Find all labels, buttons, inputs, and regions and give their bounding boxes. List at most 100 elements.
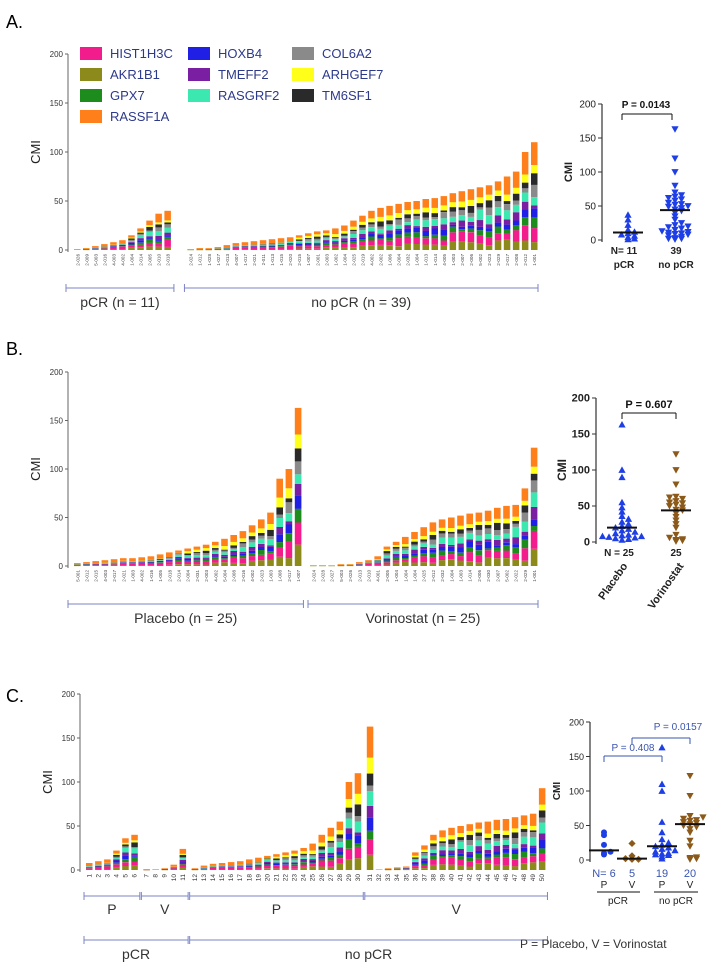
bar-segment-gpx7 [438, 550, 446, 556]
bar-segment-arhgef7 [314, 234, 321, 237]
bar-segment-rassf1a [305, 233, 312, 236]
bar-segment-col6a2 [457, 840, 464, 842]
bar-segment-akr1b1 [336, 863, 344, 870]
sample-label: 4-001 [376, 570, 381, 582]
bar-segment-tm6sf1 [212, 548, 219, 550]
y-tick-label: 50 [578, 501, 590, 513]
bar-segment-hist1h3c [512, 553, 519, 560]
bar-segment-rassf1a [422, 199, 429, 208]
data-point [618, 473, 626, 481]
bar-segment-hoxb4 [122, 855, 129, 860]
bar-segment-tmeff2 [457, 543, 464, 548]
bar-segment-col6a2 [530, 480, 538, 493]
bar-segment-akr1b1 [350, 247, 357, 250]
bar-segment-rassf1a [147, 556, 155, 560]
bar-segment-rassf1a [384, 868, 392, 869]
sample-label: 31 [367, 874, 374, 882]
bar-segment-hist1h3c [346, 565, 354, 566]
sample-label: 2-017 [287, 570, 292, 582]
data-point [677, 233, 686, 241]
bar-segment-gpx7 [345, 839, 353, 849]
bar-segment-hoxb4 [529, 847, 537, 854]
sample-label: 2-021 [121, 570, 126, 582]
data-point [692, 854, 701, 861]
bar-segment-col6a2 [431, 217, 438, 220]
data-point [672, 521, 680, 528]
bar-segment-gpx7 [305, 245, 312, 247]
bar-segment-gpx7 [276, 542, 283, 548]
bar-segment-hist1h3c [448, 857, 455, 865]
bar-segment-akr1b1 [529, 862, 537, 870]
bar-segment-gpx7 [255, 865, 262, 867]
bar-segment-col6a2 [484, 528, 492, 534]
bar-segment-tmeff2 [137, 238, 144, 241]
bar-segment-tmeff2 [420, 546, 427, 550]
bar-segment-hist1h3c [104, 866, 111, 870]
bar-segment-tm6sf1 [193, 552, 201, 554]
x-category-label: Placebo [596, 561, 630, 603]
data-point [671, 169, 679, 176]
bar-segment-rassf1a [286, 237, 294, 242]
bar-segment-rassf1a [383, 546, 391, 550]
bar-segment-hoxb4 [248, 550, 256, 553]
bar-segment-tm6sf1 [276, 507, 283, 515]
data-point [664, 199, 673, 207]
bar-segment-rasgrf2 [276, 518, 283, 527]
bar-segment-tmeff2 [128, 242, 135, 243]
bar-segment-rassf1a [395, 203, 402, 213]
bar-segment-gpx7 [268, 246, 276, 247]
sample-label: 32 [376, 874, 383, 882]
bar-segment-akr1b1 [422, 244, 429, 250]
bar-segment-hist1h3c [95, 866, 102, 870]
bar-segment-rasgrf2 [309, 856, 316, 860]
data-point [658, 835, 666, 843]
sample-label: 2-014 [177, 570, 182, 582]
bar-segment-rassf1a [95, 861, 102, 864]
y-tick-label: 150 [62, 734, 76, 743]
sample-label: 2-032 [440, 570, 445, 582]
bar-segment-arhgef7 [221, 546, 228, 550]
data-point [677, 205, 686, 212]
bar-segment-rassf1a [365, 560, 372, 563]
bar-segment-tm6sf1 [412, 857, 419, 859]
bar-segment-rassf1a [268, 239, 276, 244]
sample-label: 21 [274, 874, 281, 882]
bar-segment-hoxb4 [421, 860, 428, 864]
bar-segment-arhgef7 [239, 538, 247, 542]
bar-segment-rassf1a [467, 189, 475, 200]
bar-segment-gpx7 [377, 238, 384, 240]
bar-segment-rassf1a [345, 782, 353, 799]
bar-segment-hist1h3c [520, 857, 528, 864]
p-value: P = 0.0157 [654, 722, 703, 733]
bar-segment-rasgrf2 [354, 821, 362, 833]
bar-segment-gpx7 [466, 547, 473, 553]
bar-segment-tm6sf1 [202, 550, 210, 554]
bar-segment-rasgrf2 [277, 243, 285, 245]
bar-segment-rasgrf2 [184, 555, 191, 558]
bar-segment-rassf1a [484, 821, 492, 834]
bar-segment-hist1h3c [120, 563, 127, 566]
bar-segment-akr1b1 [314, 248, 321, 250]
sample-label: 1-012 [198, 254, 203, 266]
bar-segment-col6a2 [237, 865, 244, 866]
bar-segment-tmeff2 [264, 861, 271, 863]
bar-segment-hist1h3c [438, 555, 446, 561]
bar-segment-arhgef7 [258, 528, 265, 533]
bar-segment-gpx7 [521, 217, 529, 226]
bar-segment-rasgrf2 [255, 863, 262, 865]
bar-segment-hoxb4 [386, 234, 393, 238]
bar-segment-hist1h3c [202, 561, 210, 565]
sample-label: 1-005 [158, 570, 163, 582]
bar-segment-rasgrf2 [422, 220, 429, 227]
bar-segment-tm6sf1 [285, 498, 293, 503]
bar-segment-rassf1a [356, 562, 363, 564]
bar-segment-arhgef7 [230, 541, 237, 546]
bar-segment-rassf1a [227, 862, 235, 865]
sample-label: 4-002 [140, 570, 145, 582]
y-axis-label: CMI [555, 459, 569, 481]
bar-segment-tm6sf1 [466, 834, 473, 841]
bar-segment-col6a2 [494, 530, 501, 535]
bar-segment-col6a2 [511, 838, 519, 845]
sample-label: 7 [144, 874, 151, 878]
